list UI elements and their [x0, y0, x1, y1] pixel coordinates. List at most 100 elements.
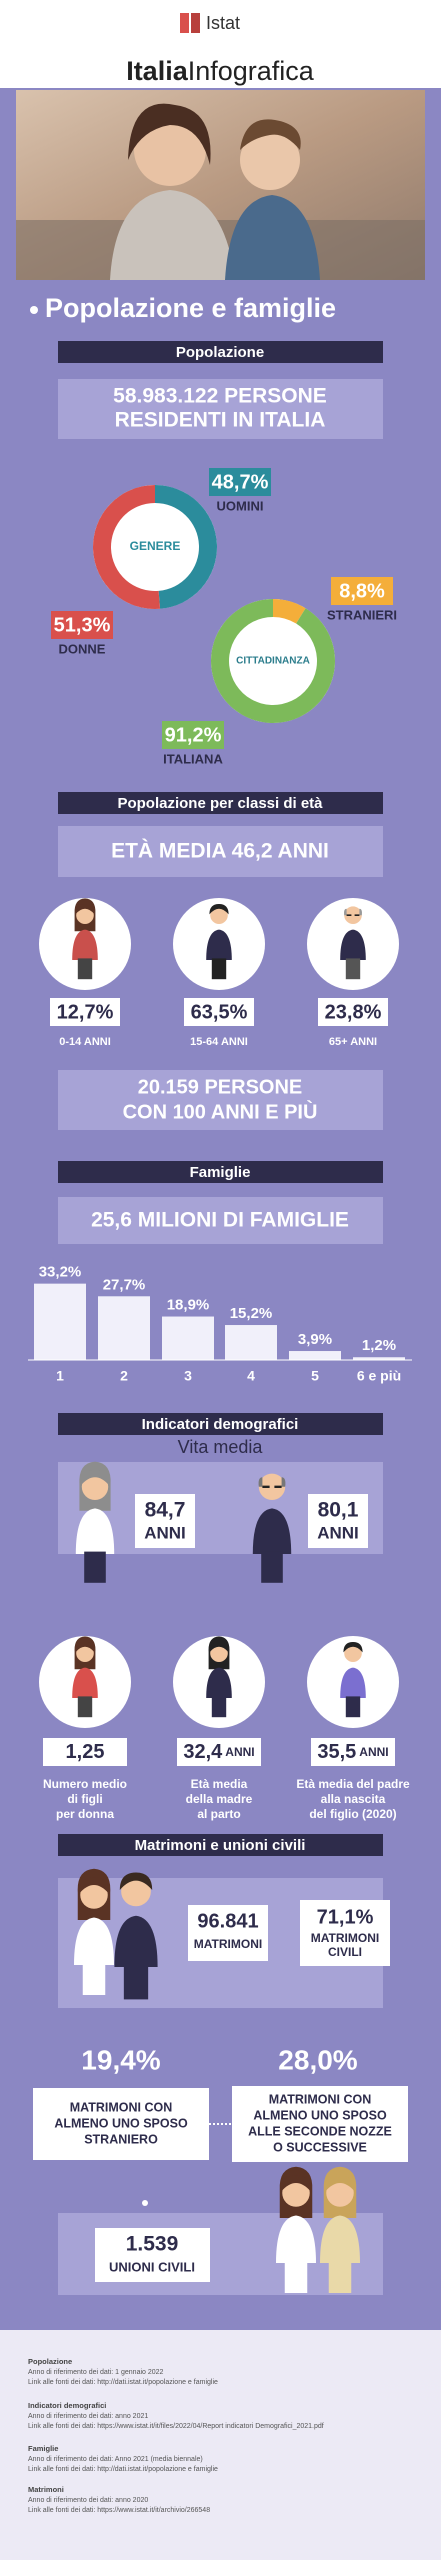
head	[121, 1876, 151, 1907]
share-label: ALMENO UNO SPOSO	[54, 2116, 188, 2130]
body	[75, 1508, 115, 1554]
donut-center	[93, 485, 217, 609]
person-icon	[74, 1868, 114, 1995]
person-icon	[340, 906, 366, 980]
dot	[142, 2200, 148, 2206]
header-band	[0, 0, 441, 88]
brand: Istat	[206, 13, 240, 33]
class-value: 12,7%	[57, 1001, 114, 1023]
donut-center	[211, 599, 335, 723]
bar-value: 33,2%	[39, 1264, 82, 1281]
share-label: MATRIMONI CON	[70, 2100, 173, 2114]
value-badge	[318, 998, 388, 1026]
head	[326, 2179, 354, 2207]
source-line: Anno di riferimento dei dati: Anno 2021 …	[28, 2456, 203, 2463]
life-expectancy: 80,1	[318, 1499, 359, 1522]
person-icon	[252, 1473, 292, 1583]
value-badge	[184, 998, 254, 1026]
value-badge	[162, 721, 224, 749]
body	[320, 2215, 360, 2263]
centenarians: 20.159 PERSONE	[138, 1076, 303, 1098]
photo-hair	[240, 119, 301, 150]
text-box	[232, 2086, 408, 2162]
share-number: 19,4%	[81, 2044, 160, 2075]
indicator-number: 1,25	[66, 1741, 105, 1763]
indicator-unit: ANNI	[225, 1745, 254, 1759]
source-line: Anno di riferimento dei dati: anno 2021	[28, 2413, 148, 2420]
site-title-a: Italia	[126, 56, 189, 86]
highlight-box	[58, 826, 383, 877]
section-heading: Popolazione per classi di età	[117, 795, 323, 812]
person-icon	[75, 1461, 115, 1583]
bar	[98, 1296, 150, 1360]
bar-value: 27,7%	[103, 1276, 146, 1293]
donut-label: CITTADINANZA	[236, 656, 310, 667]
highlight-box	[58, 379, 383, 439]
indicator-label: della madre	[186, 1792, 253, 1806]
section-title: Popolazione e famiglie	[45, 293, 336, 323]
section-heading-bar	[58, 1161, 383, 1183]
source-title: Matrimoni	[28, 2485, 64, 2494]
indicator-number: 32,4	[183, 1741, 223, 1763]
body	[206, 929, 232, 960]
person-icon	[206, 904, 232, 980]
share-label: STRANIERO	[84, 2132, 158, 2146]
body	[206, 1667, 232, 1698]
head	[258, 1473, 286, 1500]
life-expectancy: 84,7	[145, 1499, 186, 1522]
bar-value: 18,9%	[167, 1296, 210, 1313]
person-icon	[340, 1642, 366, 1718]
class-value: 63,5%	[191, 1001, 248, 1023]
section-heading-bar	[58, 1413, 383, 1435]
bar-category: 2	[120, 1368, 128, 1384]
hair	[258, 1477, 286, 1487]
photo-person	[240, 130, 300, 190]
life-expectancy-unit: ANNI	[144, 1523, 186, 1542]
hair	[79, 1877, 109, 1894]
legs	[284, 2260, 308, 2293]
legs	[211, 958, 227, 980]
bar-value: 1,2%	[362, 1337, 396, 1354]
value-badge	[300, 1900, 390, 1966]
hair	[75, 1642, 95, 1653]
photo-person	[134, 114, 206, 186]
body	[276, 2215, 316, 2263]
value-badge	[308, 1494, 368, 1548]
share-label: ALMENO UNO SPOSO	[253, 2108, 387, 2122]
person-icon	[114, 1872, 158, 2000]
bar-category: 6 e più	[357, 1368, 401, 1384]
logo-icon	[180, 13, 189, 33]
person-icon	[72, 1636, 98, 1718]
bar	[353, 1357, 405, 1360]
head	[76, 906, 94, 924]
highlight-box	[58, 1197, 383, 1244]
photo-body	[225, 195, 320, 280]
legs	[123, 1964, 149, 2000]
donut-segment	[273, 599, 306, 624]
legs	[328, 2260, 352, 2293]
body	[72, 1667, 98, 1698]
hair	[119, 1872, 153, 1891]
life-expectancy-unit: ANNI	[317, 1523, 359, 1542]
value-badge	[95, 2228, 210, 2282]
segment-name: DONNE	[59, 641, 106, 656]
segment-value: 91,2%	[165, 724, 222, 746]
bar	[162, 1316, 214, 1360]
marriages-number: 96.841	[197, 1910, 258, 1932]
body	[252, 1508, 292, 1554]
bar-category: 1	[56, 1368, 64, 1384]
photo-hair	[128, 103, 211, 165]
indicator-label: al parto	[197, 1807, 240, 1821]
segment-name: ITALIANA	[163, 751, 223, 766]
bar	[225, 1325, 277, 1360]
site-title-b: Infografica	[188, 56, 315, 86]
section-heading-bar	[58, 341, 383, 363]
hair	[325, 2175, 355, 2192]
segment-value: 51,3%	[54, 614, 111, 636]
legs	[77, 1696, 93, 1718]
section-heading: Famiglie	[190, 1164, 251, 1181]
text-box	[33, 2088, 209, 2160]
body	[74, 1917, 114, 1965]
legs	[345, 1696, 361, 1718]
source-line: Link alle fonti dei dati: http://dati.is…	[28, 2466, 218, 2473]
